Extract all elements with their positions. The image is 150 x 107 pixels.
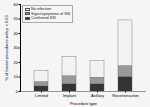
html-text:Signs/symptoms of SSI: Signs/symptoms of SSI [31,11,71,16]
svg-text:% of breast procedures with p: % of breast procedures with p > 0.03 [4,15,9,81]
svg-text:Axillary: Axillary [91,93,104,98]
svg-text:50: 50 [14,16,19,21]
html-text:Confirmed SSI: Confirmed SSI [31,16,56,21]
svg-text:10: 10 [14,74,19,79]
svg-text:40: 40 [14,31,19,36]
svg-text:20: 20 [14,60,19,65]
svg-text:30: 30 [14,45,19,50]
html-text:No infection: No infection [31,7,52,11]
svg-text:Reconstruction: Reconstruction [112,93,139,98]
svg-text:Procedure type: Procedure type [70,101,98,106]
svg-text:Implant: Implant [63,93,77,98]
svg-text:60: 60 [14,2,19,7]
svg-text:0: 0 [16,89,19,94]
svg-text:Limited: Limited [35,93,48,98]
